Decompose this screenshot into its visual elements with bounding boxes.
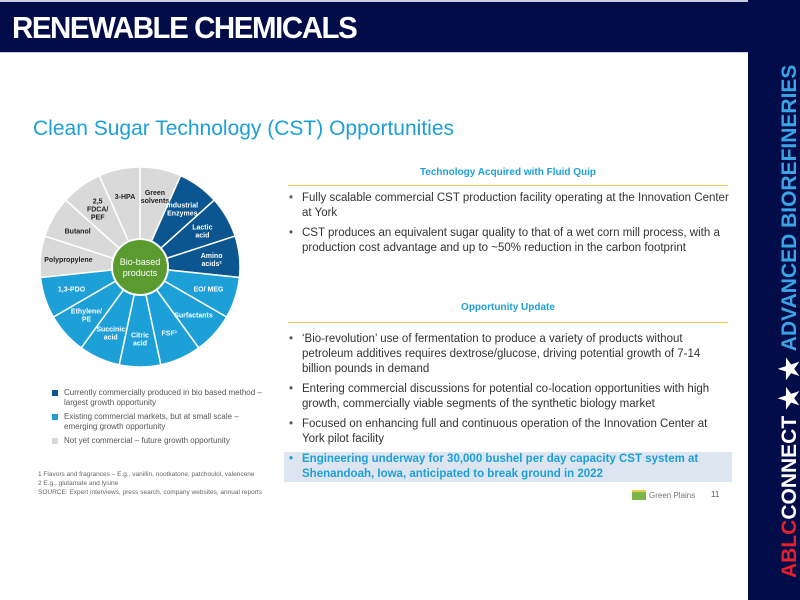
legend-item: Currently commercially produced in bio b… <box>52 388 272 408</box>
header-title: RENEWABLE CHEMICALS <box>12 10 358 45</box>
header-banner: RENEWABLE CHEMICALS <box>0 2 748 53</box>
top-border <box>0 0 748 2</box>
sidebar-banner <box>748 0 800 600</box>
wheel-segment-label: Butanol <box>65 229 91 236</box>
wheel-center-label: Bio-based products <box>120 257 161 278</box>
brand-connect: CONNECT <box>777 415 800 520</box>
star-icon: ★ <box>774 357 800 380</box>
green-plains-logo: Green Plains <box>632 490 695 500</box>
wheel-segment-label: Citric acid <box>131 333 149 348</box>
brand-abl: ABLC <box>777 519 800 578</box>
wheel-segment-label: Polypropylene <box>44 257 92 264</box>
footnote: 2 E.g., glutamate and lysine <box>38 480 119 487</box>
highlighted-bullet-item: Engineering underway for 30,000 bushel p… <box>284 452 732 482</box>
technology-bullets: Fully scalable commercial CST production… <box>288 191 732 261</box>
bullet-item: Focused on enhancing full and continuous… <box>288 417 732 447</box>
star-icon: ★ <box>774 387 800 410</box>
slide-title: Clean Sugar Technology (CST) Opportuniti… <box>33 117 454 140</box>
legend-swatch <box>52 438 58 444</box>
legend: Currently commercially produced in bio b… <box>52 388 272 450</box>
wheel-segment-label: Green solvents <box>141 190 170 205</box>
wheel-segment-label: Amino acids² <box>201 253 223 268</box>
legend-swatch <box>52 390 58 396</box>
legend-item: Existing commercial markets, but at smal… <box>52 412 272 432</box>
section-title-opportunity: Opportunity Update <box>461 302 555 313</box>
wheel-segment-label: Succinic acid <box>96 326 125 341</box>
wheel-segment-label: 3-HPA <box>115 194 135 201</box>
wheel-segment-label: Industrial Enzymes <box>167 202 199 217</box>
legend-item: Not yet commercial – future growth oppor… <box>52 436 272 446</box>
legend-label: Not yet commercial – future growth oppor… <box>64 436 230 445</box>
wheel-segment-label: 2,5 FDCA/PEF <box>87 198 108 221</box>
bullet-item: ‘Bio-revolution’ use of fermentation to … <box>288 332 732 377</box>
bullet-item: Fully scalable commercial CST production… <box>288 191 732 221</box>
bullet-item: Entering commercial discussions for pote… <box>288 382 732 412</box>
divider <box>288 322 728 323</box>
wheel-segment-label: 1,3-PDO <box>58 287 86 294</box>
wheel-segment-label: Lactic acid <box>192 225 212 240</box>
logo-mark <box>632 490 646 500</box>
logo-text: Green Plains <box>649 490 696 500</box>
legend-label: Currently commercially produced in bio b… <box>64 388 262 407</box>
section-title-technology: Technology Acquired with Fluid Quip <box>419 167 597 178</box>
bullet-item: CST produces an equivalent sugar quality… <box>288 226 732 256</box>
legend-swatch <box>52 414 58 420</box>
sidebar-brand: ABLCCONNECT ★ ★ ADVANCED BIOREFINERIES <box>774 65 800 578</box>
sidebar-tagline: ADVANCED BIOREFINERIES <box>777 64 800 352</box>
legend-label: Existing commercial markets, but at smal… <box>64 412 239 431</box>
wheel-segment-label: EO/ MEG <box>193 287 224 294</box>
wheel-segment-label: FSF¹ <box>162 330 178 337</box>
wheel-center <box>111 238 169 296</box>
divider <box>288 185 728 186</box>
source-note: SOURCE: Expert interviews, press search,… <box>38 489 262 496</box>
opportunity-bullets: ‘Bio-revolution’ use of fermentation to … <box>284 332 732 487</box>
wheel-segment-label: Ethylene/PE <box>71 309 102 324</box>
wheel-segment-label: Surfactants <box>174 313 213 320</box>
footnote: 1 Flavors and fragrances – E.g., vanilli… <box>38 471 255 478</box>
footnotes: 1 Flavors and fragrances – E.g., vanilli… <box>38 470 278 497</box>
page-number: 11 <box>711 490 720 499</box>
